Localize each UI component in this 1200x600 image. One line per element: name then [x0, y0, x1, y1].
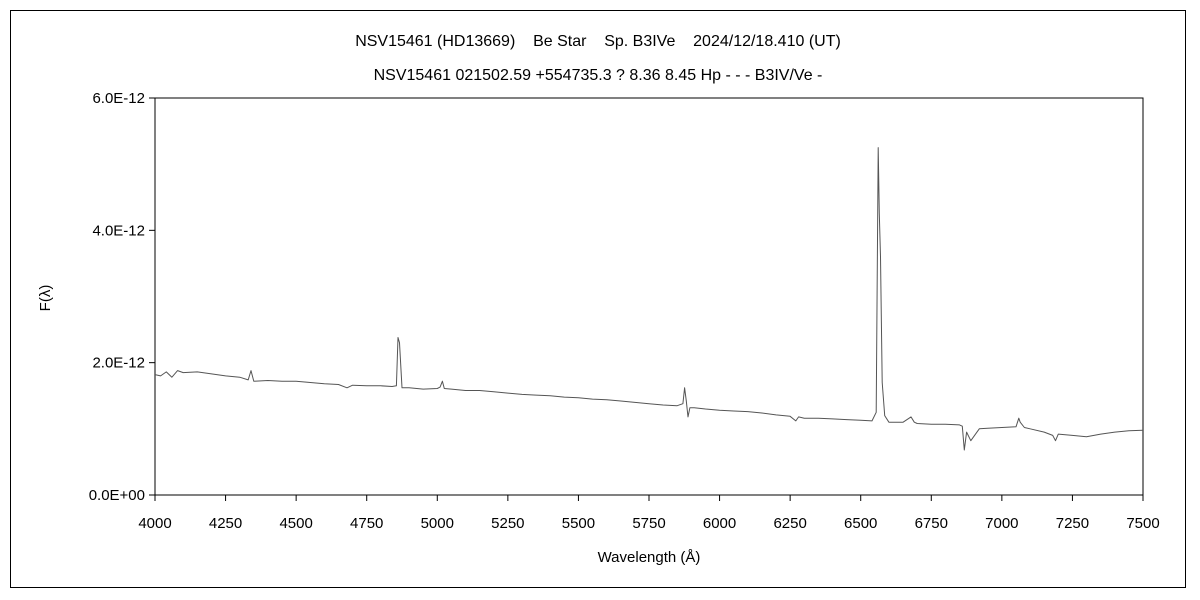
x-axis-label: Wavelength (Å) — [598, 549, 701, 566]
chart-title: NSV15461 (HD13669) Be Star Sp. B3IVe 202… — [355, 33, 841, 50]
y-tick-label: 2.0E-12 — [92, 355, 145, 372]
x-tick-label: 7500 — [1126, 515, 1159, 532]
x-tick-label: 4000 — [138, 515, 171, 532]
chart-subtitle: NSV15461 021502.59 +554735.3 ? 8.36 8.45… — [374, 67, 823, 84]
x-tick-label: 6250 — [773, 515, 806, 532]
y-axis-label: F(λ) — [37, 285, 54, 312]
spectrum-line — [154, 147, 1144, 451]
y-axis: 0.0E+00 2.0E-12 4.0E-12 6.0E-12 — [89, 90, 155, 504]
x-tick-label: 5750 — [632, 515, 665, 532]
x-tick-label: 4500 — [279, 515, 312, 532]
x-tick-label: 5500 — [562, 515, 595, 532]
x-tick-label: 4750 — [350, 515, 383, 532]
plot-area — [154, 97, 1144, 496]
x-tick-label: 6500 — [844, 515, 877, 532]
x-tick-label: 5000 — [421, 515, 454, 532]
chart-frame — [10, 10, 1186, 588]
x-tick-label: 6750 — [915, 515, 948, 532]
y-tick-label: 0.0E+00 — [89, 487, 145, 504]
y-tick-label: 6.0E-12 — [92, 90, 145, 107]
x-tick-label: 4250 — [209, 515, 242, 532]
x-tick-label: 7000 — [985, 515, 1018, 532]
y-tick-label: 4.0E-12 — [92, 222, 145, 239]
x-tick-label: 6000 — [703, 515, 736, 532]
x-axis: 4000 4250 4500 4750 5000 5250 5500 5750 6000 6250… — [138, 495, 1160, 532]
x-tick-label: 7250 — [1056, 515, 1089, 532]
x-tick-label: 5250 — [491, 515, 524, 532]
